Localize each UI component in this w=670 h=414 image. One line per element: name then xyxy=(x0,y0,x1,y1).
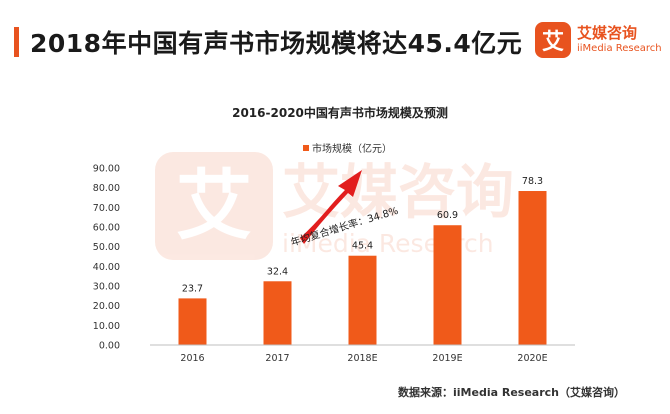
brand-name: 艾媒咨询 xyxy=(577,24,638,42)
growth-arrow xyxy=(300,170,362,244)
data-source: 数据来源：iiMedia Research（艾媒咨询） xyxy=(398,386,625,399)
y-tick-label: 50.00 xyxy=(93,242,120,253)
watermark-name: 艾媒咨询 xyxy=(282,158,514,226)
bar xyxy=(263,281,292,345)
bar xyxy=(433,225,462,345)
bar xyxy=(518,191,547,345)
y-tick-label: 10.00 xyxy=(93,321,120,332)
legend: 市场规模（亿元） xyxy=(303,142,392,155)
brand-mark-icon: 艾 xyxy=(535,22,571,58)
y-axis: 0.00 10.00 20.00 30.00 40.00 50.00 60.00 70.00 8… xyxy=(93,164,120,352)
bar-value-label: 60.9 xyxy=(437,210,458,221)
y-tick-label: 20.00 xyxy=(93,301,120,312)
x-tick-label: 2020E xyxy=(517,353,547,364)
y-tick-label: 40.00 xyxy=(93,262,120,273)
bars: 23.7 32.4 45.4 60.9 78.3 xyxy=(178,176,547,345)
legend-label: 市场规模（亿元） xyxy=(312,142,392,155)
y-tick-label: 0.00 xyxy=(99,341,120,352)
bar xyxy=(348,255,377,345)
y-tick-label: 80.00 xyxy=(93,183,120,194)
page-title: 2018年中国有声书市场规模将达45.4亿元 xyxy=(30,29,523,58)
bar-value-label: 78.3 xyxy=(522,176,543,187)
y-tick-label: 60.00 xyxy=(93,223,120,234)
chart-title: 2016-2020中国有声书市场规模及预测 xyxy=(232,105,448,120)
watermark-mark: 艾 xyxy=(176,161,252,250)
y-tick-label: 70.00 xyxy=(93,203,120,214)
x-tick-label: 2017 xyxy=(265,353,289,364)
x-axis: 2016 2017 2018E 2019E 2020E xyxy=(150,344,575,364)
bar-value-label: 32.4 xyxy=(267,266,288,277)
y-tick-label: 30.00 xyxy=(93,282,120,293)
bar-value-label: 23.7 xyxy=(182,283,203,294)
brand-subtitle: iiMedia Research xyxy=(577,43,662,54)
y-tick-label: 90.00 xyxy=(93,164,120,175)
legend-swatch xyxy=(303,145,309,151)
watermark: 艾 艾媒咨询 iiMedia Research xyxy=(155,152,514,260)
bar-value-label: 45.4 xyxy=(352,241,373,252)
title-accent-bar xyxy=(14,27,19,57)
x-tick-label: 2019E xyxy=(432,353,462,364)
x-tick-label: 2018E xyxy=(347,353,377,364)
x-tick-label: 2016 xyxy=(180,353,204,364)
watermark-mark-bg xyxy=(155,152,273,260)
bar xyxy=(178,298,207,345)
brand-logo: 艾 艾媒咨询 iiMedia Research xyxy=(535,22,662,62)
